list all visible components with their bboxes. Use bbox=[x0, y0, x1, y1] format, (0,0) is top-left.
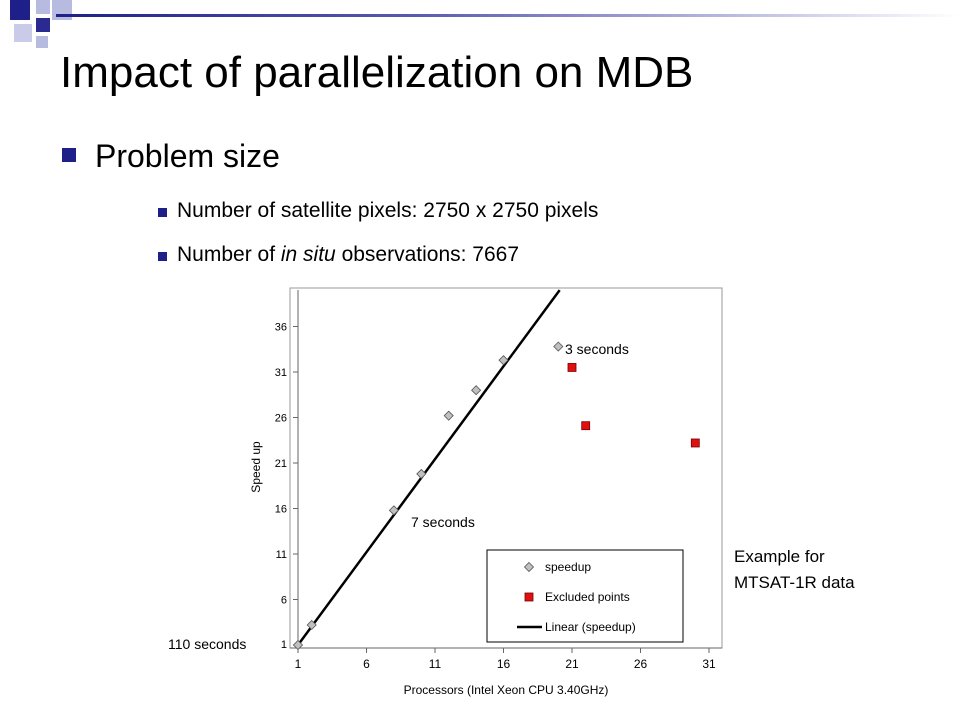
x-tick-label: 11 bbox=[429, 657, 442, 671]
excluded-point bbox=[581, 421, 591, 431]
example-line-2: MTSAT-1R data bbox=[734, 573, 855, 592]
y-tick-label: 6 bbox=[281, 595, 287, 607]
example-note: Example for MTSAT-1R data bbox=[734, 544, 855, 596]
example-line-1: Example for bbox=[734, 547, 825, 566]
decor-square bbox=[36, 36, 48, 48]
y-tick-label: 11 bbox=[276, 549, 287, 561]
speedup-point bbox=[471, 385, 482, 396]
legend-excluded-marker bbox=[524, 592, 534, 602]
decor-square bbox=[10, 0, 30, 20]
annotation-7-seconds: 7 seconds bbox=[411, 514, 475, 530]
speedup-point bbox=[443, 410, 454, 421]
y-tick-label: 36 bbox=[275, 322, 287, 334]
x-axis-title: Processors (Intel Xeon CPU 3.40GHz) bbox=[404, 683, 609, 697]
slide-title: Impact of parallelization on MDB bbox=[60, 48, 694, 97]
x-tick-label: 1 bbox=[295, 657, 302, 671]
y-tick-label: 31 bbox=[275, 367, 287, 379]
decor-square bbox=[36, 0, 50, 14]
title-rule bbox=[56, 14, 960, 17]
annotation-3-seconds: 3 seconds bbox=[565, 341, 629, 357]
speedup-point bbox=[416, 468, 427, 479]
legend-excluded-label: Excluded points bbox=[545, 590, 630, 604]
legend-speedup-label: speedup bbox=[545, 560, 591, 574]
obs-text-pre: Number of bbox=[177, 243, 281, 266]
x-tick-label: 31 bbox=[702, 657, 716, 671]
decor-square bbox=[36, 18, 50, 32]
obs-text-post: observations: 7667 bbox=[335, 243, 520, 266]
y-axis-title: Speed up bbox=[249, 441, 263, 493]
y-tick-label: 26 bbox=[275, 413, 287, 425]
excluded-point bbox=[690, 438, 700, 448]
y-tick-label: 1 bbox=[281, 639, 287, 651]
speedup-point bbox=[306, 619, 317, 631]
excluded-point bbox=[567, 363, 577, 372]
bullet-square-icon bbox=[158, 208, 167, 217]
obs-text-em: in situ bbox=[280, 243, 336, 266]
speedup-point bbox=[292, 639, 304, 651]
speedup-point bbox=[553, 341, 564, 352]
bullet-square-icon bbox=[158, 252, 167, 261]
speedup-point bbox=[498, 355, 509, 366]
x-tick-label: 26 bbox=[634, 657, 648, 671]
sub-bullet-observations: Number of in situ observations: 7667 bbox=[177, 243, 519, 267]
sub-bullet-pixels: Number of satellite pixels: 2750 x 2750 … bbox=[177, 199, 599, 222]
speedup-point bbox=[388, 505, 399, 516]
bullet-square-icon bbox=[62, 148, 76, 162]
decor-square bbox=[14, 24, 32, 42]
y-tick-label: 21 bbox=[275, 458, 287, 470]
legend-linear-label: Linear (speedup) bbox=[545, 620, 636, 634]
x-tick-label: 21 bbox=[565, 657, 579, 671]
x-tick-label: 6 bbox=[363, 657, 370, 671]
bullet-problem-size: Problem size bbox=[95, 138, 280, 174]
annotation-110-seconds: 110 seconds bbox=[168, 636, 246, 652]
x-tick-label: 16 bbox=[497, 657, 511, 671]
legend-speedup-marker bbox=[523, 561, 535, 573]
linear-trendline bbox=[296, 289, 561, 646]
y-tick-label: 16 bbox=[275, 504, 287, 516]
